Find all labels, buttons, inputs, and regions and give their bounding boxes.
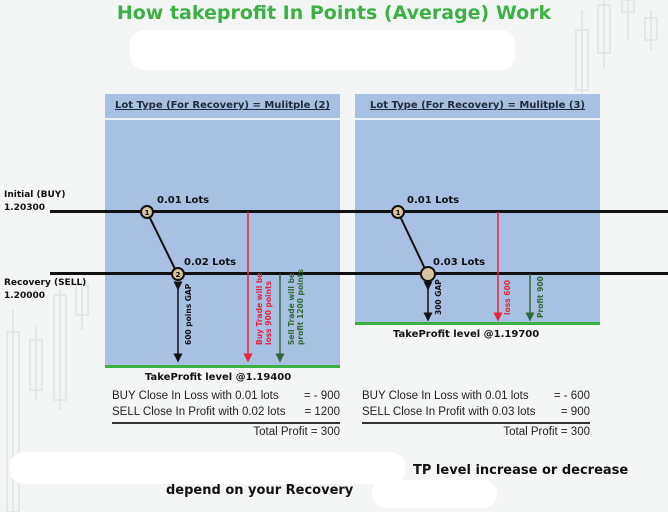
- panel-header: Lot Type (For Recovery) = Mulitple (3): [355, 94, 600, 120]
- node-1-icon: [140, 205, 154, 219]
- takeprofit-line: [105, 365, 340, 368]
- takeprofit-line: [355, 322, 600, 325]
- svg-text:1: 1: [145, 209, 150, 217]
- lot-label-recovery: 0.03 Lots: [433, 257, 486, 268]
- svg-text:Profit 900: Profit 900: [536, 276, 545, 318]
- summary-panel-2: BUY Close In Loss with 0.01 lots = - 600 …: [362, 390, 590, 440]
- lot-label-initial: 0.01 Lots: [407, 195, 460, 206]
- svg-text:Buy Trade will be: Buy Trade will be: [255, 273, 264, 345]
- summary-panel-1: BUY Close In Loss with 0.01 lots = - 900 …: [112, 390, 340, 440]
- svg-text:600 poins GAP: 600 poins GAP: [184, 283, 193, 345]
- panel-header: Lot Type (For Recovery) = Mulitple (2): [105, 94, 340, 120]
- node-2-icon: [420, 266, 436, 282]
- recovery-sell-line: [50, 272, 668, 275]
- svg-text:2: 2: [176, 271, 181, 279]
- redacted-area: [130, 30, 515, 70]
- redacted-area: [10, 452, 405, 484]
- total-profit: Total Profit = 300: [362, 422, 590, 440]
- takeprofit-level-label: TakeProfit level @1.19400: [145, 372, 292, 383]
- node-1-icon: [391, 205, 405, 219]
- lot-label-initial: 0.01 Lots: [157, 195, 210, 206]
- initial-buy-line: [50, 210, 668, 213]
- panel-multiple-2: Lot Type (For Recovery) = Mulitple (2): [105, 94, 340, 368]
- node-2-icon: [171, 267, 185, 281]
- takeprofit-level-label: TakeProfit level @1.19700: [393, 329, 540, 340]
- total-profit: Total Profit = 300: [112, 422, 340, 440]
- footer-note-line2: depend on your Recovery: [166, 483, 354, 498]
- svg-text:loss 600: loss 600: [503, 280, 512, 315]
- svg-text:1: 1: [396, 209, 401, 217]
- initial-buy-label: Initial (BUY) 1.20300: [4, 190, 66, 213]
- redacted-area: [372, 480, 497, 508]
- lot-label-recovery: 0.02 Lots: [184, 257, 237, 268]
- svg-text:300 GAP: 300 GAP: [434, 279, 443, 315]
- svg-text:Sell Trade will be: Sell Trade will be: [287, 273, 296, 345]
- svg-text:loss 900 points: loss 900 points: [264, 280, 273, 345]
- recovery-sell-label: Recovery (SELL) 1.20000: [4, 278, 87, 301]
- page-title: How takeprofit In Points (Average) Work: [116, 2, 552, 24]
- svg-text:profit 1200 points: profit 1200 points: [296, 269, 305, 345]
- footer-note-line1: TP level increase or decrease: [413, 463, 629, 478]
